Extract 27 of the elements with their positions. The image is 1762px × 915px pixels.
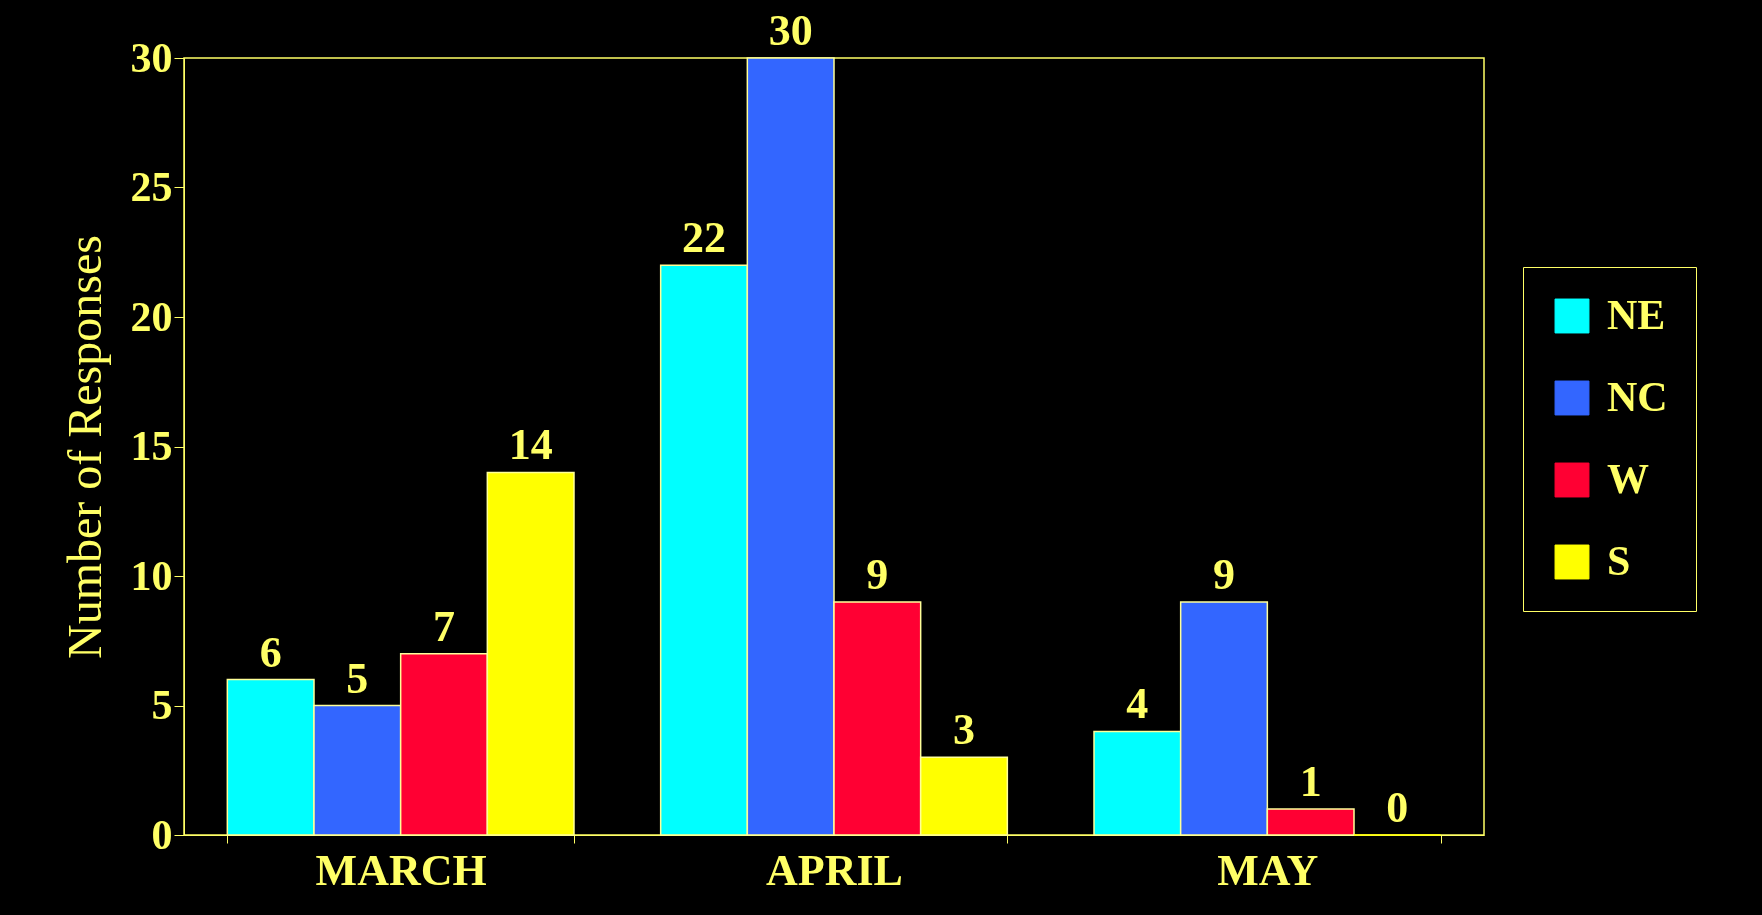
- x-tick-label: MARCH: [315, 845, 487, 895]
- data-label: 5: [346, 653, 369, 703]
- y-tick-label: 10: [130, 552, 173, 599]
- data-label: 9: [1213, 549, 1235, 599]
- data-label: 1: [1299, 757, 1322, 807]
- y-tick-label: 30: [130, 34, 173, 81]
- data-label: 6: [259, 627, 282, 677]
- legend-label: W: [1607, 456, 1649, 502]
- legend-label: NE: [1607, 292, 1666, 338]
- x-tick-label: MAY: [1217, 845, 1319, 895]
- y-axis-title: Number of Responses: [57, 235, 111, 659]
- y-tick-label: 20: [130, 293, 173, 340]
- data-label: 14: [508, 420, 553, 470]
- data-label: 7: [433, 601, 455, 651]
- y-tick-label: 25: [130, 164, 173, 210]
- y-tick-label: 15: [130, 423, 173, 469]
- legend-label: S: [1607, 538, 1631, 584]
- data-label: 4: [1126, 679, 1149, 729]
- y-tick-label: 0: [151, 811, 173, 858]
- data-label: 9: [866, 549, 889, 599]
- legend-label: NC: [1607, 374, 1668, 420]
- data-label: 3: [953, 705, 975, 755]
- x-tick-label: APRIL: [766, 845, 903, 895]
- data-label: 0: [1386, 783, 1409, 832]
- data-label: 22: [682, 213, 726, 263]
- data-label: 30: [768, 6, 813, 55]
- y-tick-label: 5: [151, 682, 173, 728]
